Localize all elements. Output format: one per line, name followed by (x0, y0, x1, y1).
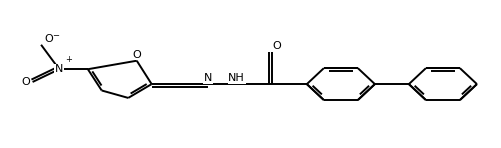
Text: +: + (66, 55, 73, 64)
Text: NH: NH (228, 73, 245, 83)
Text: O: O (273, 41, 282, 51)
Text: −: − (52, 32, 59, 41)
Text: O: O (132, 50, 141, 60)
Text: N: N (55, 64, 63, 74)
Text: O: O (44, 34, 53, 44)
Text: O: O (22, 77, 31, 87)
Text: N: N (204, 73, 212, 83)
